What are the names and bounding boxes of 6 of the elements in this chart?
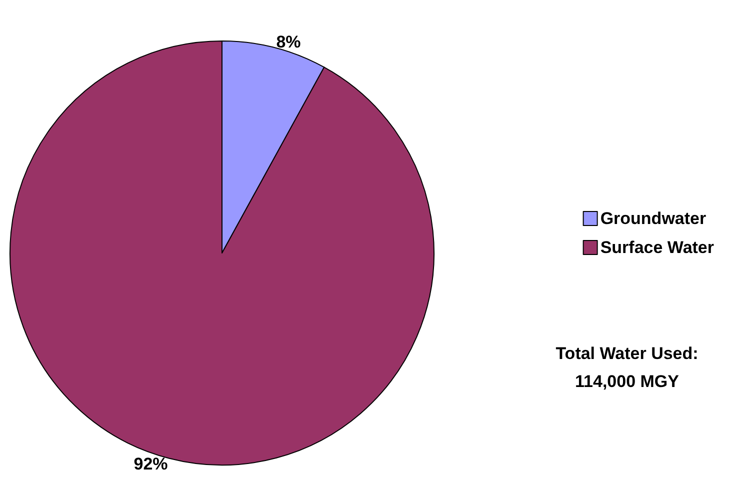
text: 114,000 MGY (575, 372, 680, 391)
text: Total Water Used: (556, 344, 698, 363)
data-label: 92% (134, 454, 168, 474)
legend-label: Surface Water (600, 238, 714, 257)
legend-label: Groundwater (600, 209, 706, 228)
data-label: 8% (276, 32, 301, 52)
